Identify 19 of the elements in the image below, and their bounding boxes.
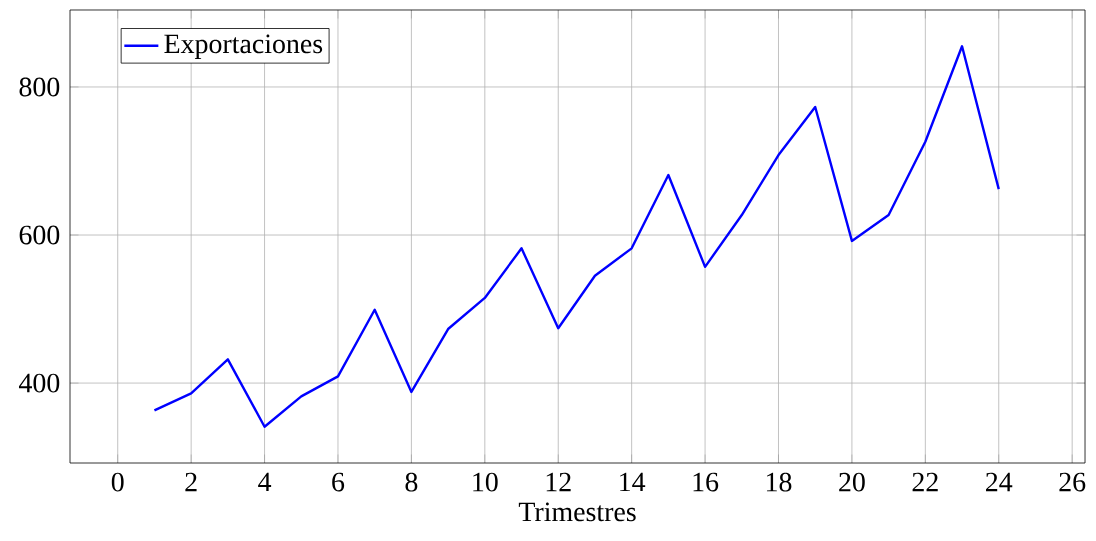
x-tick-label: 2: [185, 472, 197, 492]
x-tick-label: 12: [546, 472, 571, 492]
x-tick-label: 26: [1059, 472, 1086, 492]
x-tick-label: 8: [405, 472, 418, 492]
x-tick-label: 0: [111, 472, 124, 492]
x-tick-label: 18: [766, 472, 792, 492]
x-tick-label: 16: [693, 472, 719, 492]
x-tick-label: 14: [620, 472, 646, 492]
x-tick-label: 4: [258, 472, 272, 492]
x-tick-label: 6: [332, 472, 345, 492]
y-tick-label: 600: [19, 225, 60, 245]
x-tick-label: 24: [986, 472, 1013, 492]
y-tick-label: 400: [18, 373, 60, 393]
x-tick-label: 10: [473, 472, 498, 492]
x-tick-label: 20: [839, 472, 865, 492]
x-axis-title: Trimestres: [518, 502, 636, 522]
x-tick-label: 22: [912, 472, 938, 492]
y-tick-label: 800: [19, 77, 60, 97]
legend-label: Exportaciones: [164, 34, 323, 59]
